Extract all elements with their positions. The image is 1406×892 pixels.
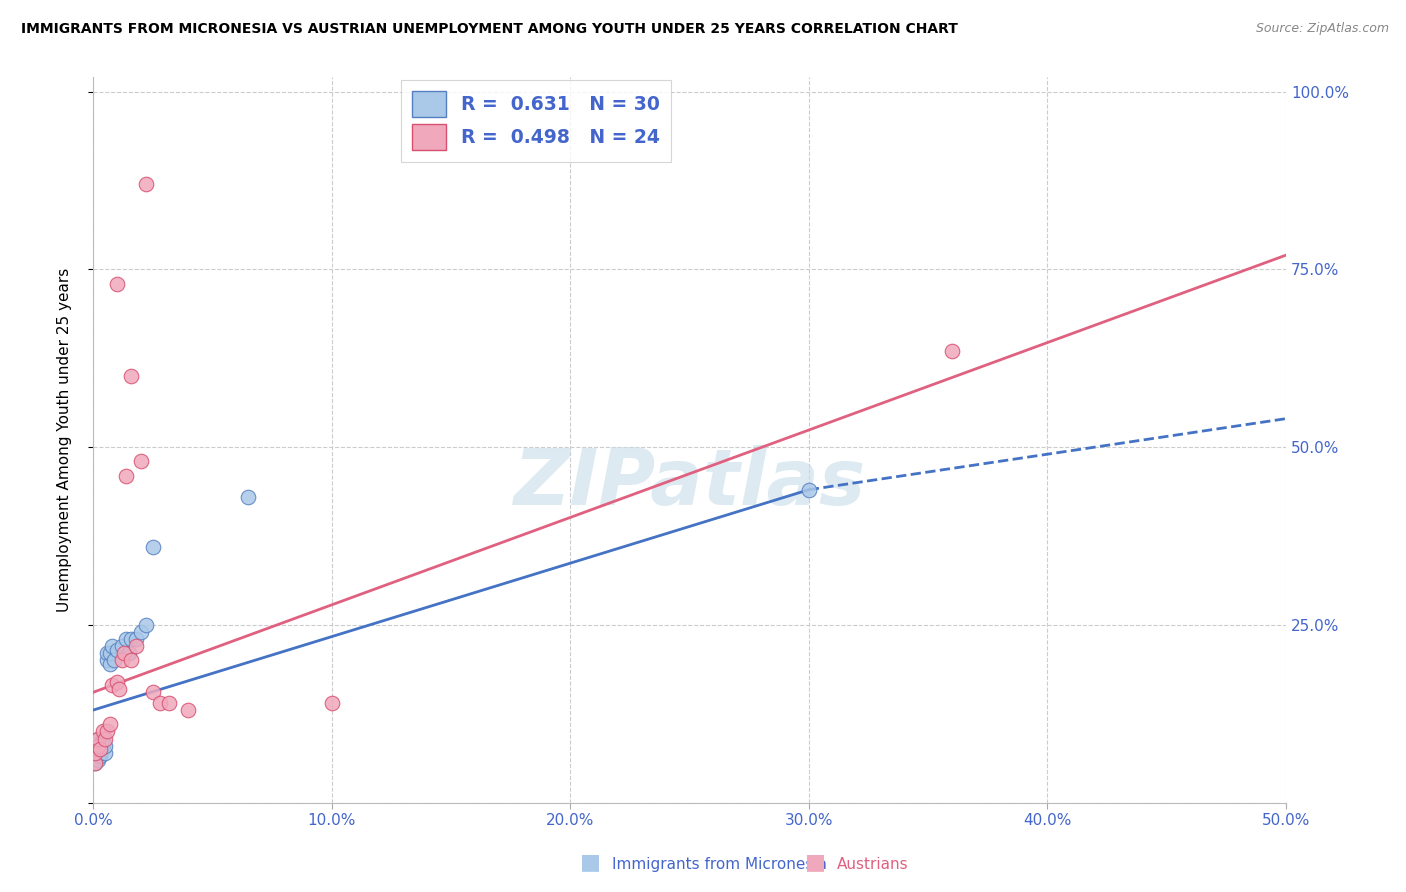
Point <box>125 632 148 646</box>
Point <box>98 646 121 660</box>
Point <box>321 696 343 710</box>
Point <box>94 739 117 753</box>
Point <box>87 753 110 767</box>
Point <box>84 742 107 756</box>
Point <box>157 696 180 710</box>
Point <box>87 739 110 753</box>
Point <box>98 657 121 671</box>
Point <box>87 739 110 753</box>
Text: ZIPatlas: ZIPatlas <box>513 445 866 522</box>
Point <box>84 746 107 760</box>
Text: ■: ■ <box>581 853 600 872</box>
Point <box>89 746 111 760</box>
Point <box>96 724 118 739</box>
Text: ■: ■ <box>806 853 825 872</box>
Point <box>105 642 128 657</box>
Text: Immigrants from Micronesia: Immigrants from Micronesia <box>612 857 827 872</box>
Point <box>125 639 148 653</box>
Point <box>91 724 114 739</box>
Point <box>120 369 142 384</box>
Point <box>84 756 107 771</box>
Point <box>89 749 111 764</box>
Point <box>129 624 152 639</box>
Point <box>134 617 156 632</box>
Point <box>149 696 172 710</box>
Point <box>115 632 138 646</box>
Point <box>98 717 121 731</box>
Text: IMMIGRANTS FROM MICRONESIA VS AUSTRIAN UNEMPLOYMENT AMONG YOUTH UNDER 25 YEARS C: IMMIGRANTS FROM MICRONESIA VS AUSTRIAN U… <box>21 22 957 37</box>
Point <box>87 731 110 746</box>
Legend: R =  0.631   N = 30, R =  0.498   N = 24: R = 0.631 N = 30, R = 0.498 N = 24 <box>401 79 671 161</box>
Point <box>134 177 156 191</box>
Text: Source: ZipAtlas.com: Source: ZipAtlas.com <box>1256 22 1389 36</box>
Text: Austrians: Austrians <box>837 857 908 872</box>
Point <box>118 646 141 660</box>
Point <box>91 731 114 746</box>
Point <box>84 749 107 764</box>
Point <box>112 646 135 660</box>
Point <box>142 685 165 699</box>
Point <box>103 653 125 667</box>
Point <box>120 632 142 646</box>
Point <box>87 731 110 746</box>
Point <box>84 746 107 760</box>
Point <box>111 639 134 653</box>
Point <box>115 468 138 483</box>
Point <box>96 653 118 667</box>
Point <box>941 344 963 359</box>
Point <box>101 678 124 692</box>
Point <box>797 483 820 497</box>
Point <box>177 703 200 717</box>
Point <box>91 739 114 753</box>
Point <box>111 653 134 667</box>
Point <box>96 646 118 660</box>
Point <box>94 746 117 760</box>
Point <box>105 277 128 291</box>
Point <box>101 639 124 653</box>
Point <box>108 681 131 696</box>
Point <box>84 756 107 771</box>
Point <box>236 490 259 504</box>
Point <box>105 674 128 689</box>
Y-axis label: Unemployment Among Youth under 25 years: Unemployment Among Youth under 25 years <box>58 268 72 612</box>
Point <box>142 540 165 554</box>
Point <box>89 742 111 756</box>
Point <box>120 653 142 667</box>
Point <box>94 731 117 746</box>
Point <box>129 454 152 468</box>
